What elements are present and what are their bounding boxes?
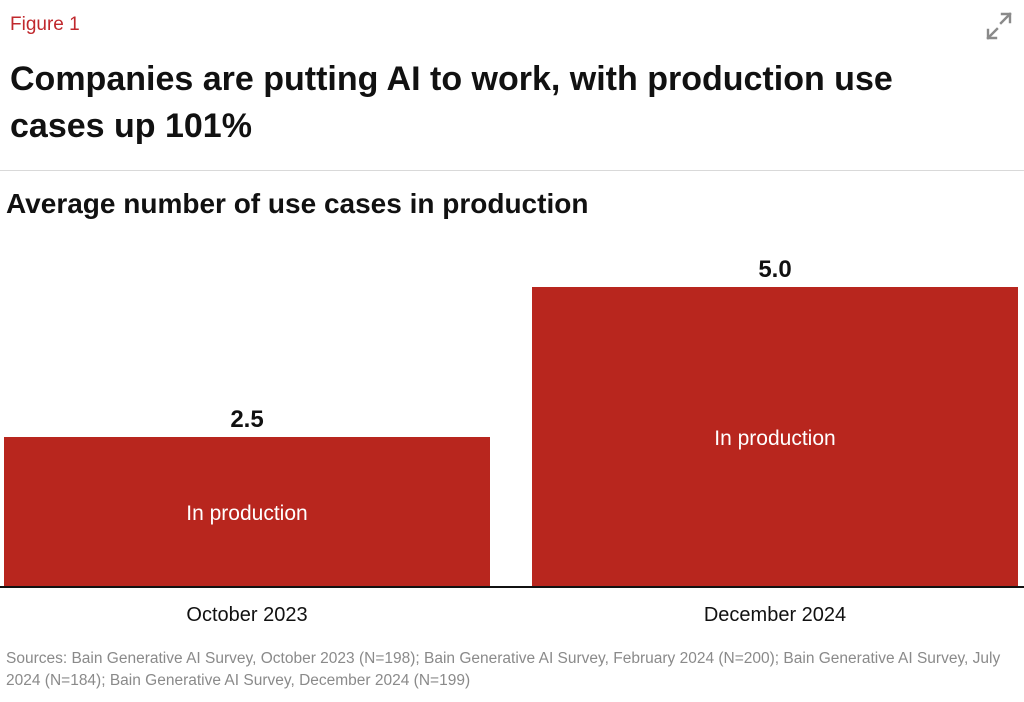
figure-title: Companies are putting AI to work, with p… (10, 60, 893, 145)
expand-arrows-icon[interactable] (984, 12, 1014, 40)
sources-note: Sources: Bain Generative AI Survey, Octo… (6, 650, 1001, 689)
bar (532, 287, 1018, 587)
bar-series-label: In production (714, 427, 835, 450)
bar-chart: 2.5 In production October 2023 5.0 In produc… (0, 256, 1024, 626)
chart-title: Average number of use cases in productio… (6, 188, 589, 219)
x-tick-label: December 2024 (704, 604, 846, 626)
bar (4, 437, 490, 587)
x-tick-label: October 2023 (186, 604, 307, 626)
title-divider (0, 170, 1024, 171)
data-label: 5.0 (758, 256, 791, 283)
data-label: 2.5 (230, 406, 263, 433)
figure-label: Figure 1 (10, 14, 80, 35)
bar-series-label: In production (186, 502, 307, 525)
